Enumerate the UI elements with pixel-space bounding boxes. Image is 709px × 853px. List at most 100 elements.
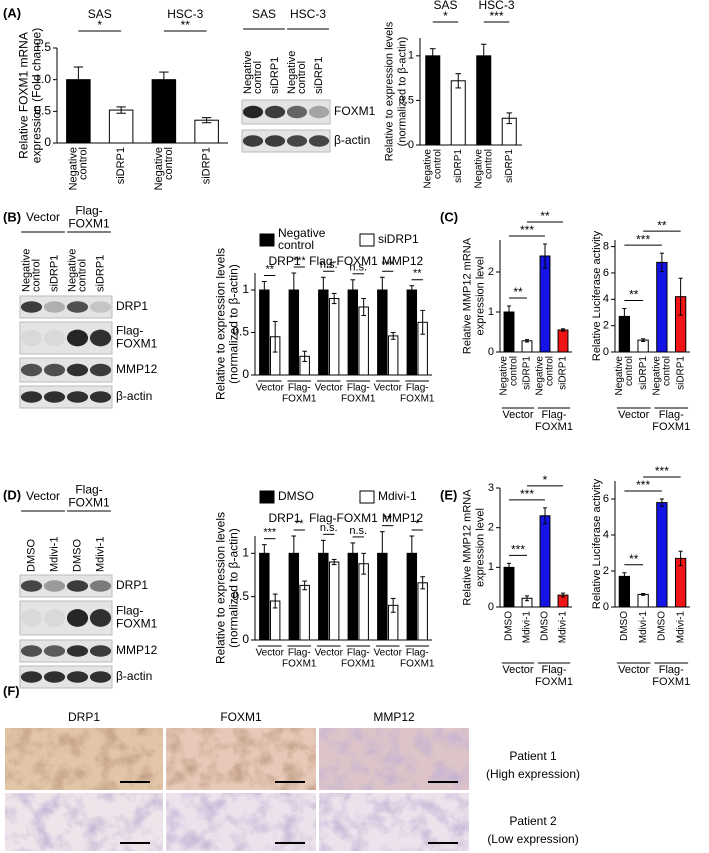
x-tick-label: Vector: [315, 648, 344, 659]
blot-band-label: Flag-: [116, 604, 143, 618]
x-tick-label: DMSO: [540, 611, 551, 641]
y-axis-label: expression (Fold change): [30, 28, 44, 163]
significance-label: ***: [489, 9, 503, 23]
x-tick-label: Flag-: [406, 648, 429, 659]
blot-band: [43, 391, 66, 403]
blot-band-label: MMP12: [116, 362, 158, 376]
blot-band-label: FOXM1: [116, 337, 158, 351]
blot-lane-label: control: [30, 259, 42, 292]
row-label: Patient 2: [509, 814, 557, 828]
group-label: Flag-: [659, 664, 684, 676]
x-tick-label: Negative: [422, 149, 433, 189]
y-axis-label: (normalized to β-actin): [227, 528, 241, 648]
blot-band: [66, 671, 89, 683]
blot-band: [308, 135, 330, 147]
bar: [358, 306, 369, 376]
blot-band: [43, 645, 66, 657]
panel-labels: (A) (B) (C) (D) (E) (F): [3, 5, 458, 698]
bar: [425, 55, 441, 146]
x-tick-label: Mdivi-1: [558, 611, 569, 644]
blot-band: [286, 105, 308, 119]
blot-group-label: SAS: [252, 7, 276, 21]
blot-lane-label: DMSO: [71, 539, 83, 572]
significance-label: **: [513, 285, 523, 299]
bar: [259, 289, 270, 376]
x-tick-label: control: [624, 356, 635, 386]
y-tick-label: 1: [488, 561, 494, 573]
blot-group-label: FOXM1: [68, 496, 110, 510]
blot-band: [66, 329, 89, 347]
blot-band: [66, 363, 89, 377]
y-axis-label: Relative to expression levels: [214, 248, 228, 400]
blot-group-label: Vector: [26, 210, 60, 224]
blot-band: [242, 135, 264, 147]
blot-band: [89, 329, 112, 347]
significance-label: n.s.: [349, 262, 367, 274]
x-tick-label: siDRP1: [453, 149, 464, 183]
significance-label: **: [181, 18, 191, 32]
x-tick-label: Negative: [652, 356, 663, 396]
blot-band-label: β-actin: [116, 389, 152, 403]
blot-band: [308, 105, 330, 119]
panel-label: (E): [440, 487, 457, 502]
group-label: Vector: [618, 664, 650, 676]
significance-label: ***: [520, 487, 534, 501]
y-tick-label: 8: [603, 240, 609, 252]
legend-label: DMSO: [278, 489, 314, 503]
panel-label: (B): [3, 209, 21, 224]
bar: [656, 502, 668, 608]
x-tick-label: Flag-: [406, 383, 429, 394]
blot-band-label: FOXM1: [334, 104, 376, 118]
blot-band: [89, 301, 112, 313]
x-tick-label: control: [509, 356, 520, 386]
legend-swatch: [259, 233, 275, 247]
x-tick-label: Vector: [256, 648, 285, 659]
x-tick-label: control: [662, 356, 673, 386]
significance-label: ***: [520, 223, 534, 237]
blot-band-label: β-actin: [116, 669, 152, 683]
histology-texture: [166, 728, 316, 790]
blot-band: [89, 391, 112, 403]
histology: DRP1 FOXM1 MMP12 Patient 1 (High express…: [5, 710, 580, 851]
bar: [557, 329, 569, 353]
blot-lane-label: siDRP1: [94, 255, 106, 292]
x-tick-label: Negative: [473, 149, 484, 189]
bar: [194, 119, 219, 144]
group-label: FOXM1: [652, 676, 690, 688]
blot-band-label: DRP1: [116, 578, 148, 592]
blot-band: [43, 329, 66, 347]
y-tick-label: 2: [603, 565, 609, 577]
group-label: MMP12: [382, 254, 424, 268]
x-tick-label: siDRP1: [558, 356, 569, 390]
x-tick-label: Vector: [374, 648, 403, 659]
x-tick-label: Flag-: [347, 648, 370, 659]
group-label: DRP1: [268, 254, 300, 268]
y-tick-label: 6: [603, 267, 609, 279]
histology-texture: [319, 728, 469, 790]
y-tick-label: 0: [242, 367, 249, 381]
blot-band: [89, 671, 112, 683]
column-label: DRP1: [68, 710, 100, 724]
significance-label: ***: [636, 478, 650, 492]
x-tick-label: siDRP1: [504, 149, 515, 183]
significance-label: **: [413, 268, 422, 280]
bar: [358, 563, 369, 641]
x-tick-label: control: [163, 147, 175, 180]
y-tick-label: 0: [488, 601, 494, 613]
legend-label: Mdivi-1: [378, 489, 417, 503]
x-tick-label: Mdivi-1: [522, 611, 533, 644]
blot-band: [89, 609, 112, 627]
group-label: FOXM1: [535, 676, 573, 688]
blot-lane-label: siDRP1: [269, 57, 281, 94]
significance-label: **: [383, 514, 392, 526]
significance-label: *: [97, 18, 102, 32]
blot-band: [20, 363, 43, 377]
blot-band: [20, 580, 43, 592]
blot-strip: [19, 295, 113, 319]
blot-band: [66, 580, 89, 592]
group-label: FOXM1: [535, 421, 573, 433]
x-tick-label: siDRP1: [115, 147, 127, 184]
blot-band: [66, 301, 89, 313]
x-tick-label: Mdivi-1: [675, 611, 686, 644]
x-tick-label: DMSO: [504, 611, 515, 641]
